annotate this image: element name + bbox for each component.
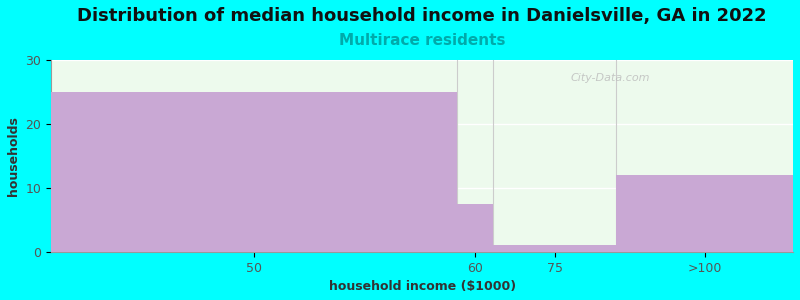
Title: Distribution of median household income in Danielsville, GA in 2022: Distribution of median household income … bbox=[78, 7, 767, 25]
Bar bbox=[616, 175, 793, 252]
Text: City-Data.com: City-Data.com bbox=[570, 73, 650, 83]
Y-axis label: households: households bbox=[7, 116, 20, 196]
Bar bbox=[458, 204, 493, 252]
Bar bbox=[493, 245, 616, 252]
Text: Multirace residents: Multirace residents bbox=[339, 33, 506, 48]
Bar bbox=[51, 92, 458, 252]
X-axis label: household income ($1000): household income ($1000) bbox=[329, 280, 516, 293]
